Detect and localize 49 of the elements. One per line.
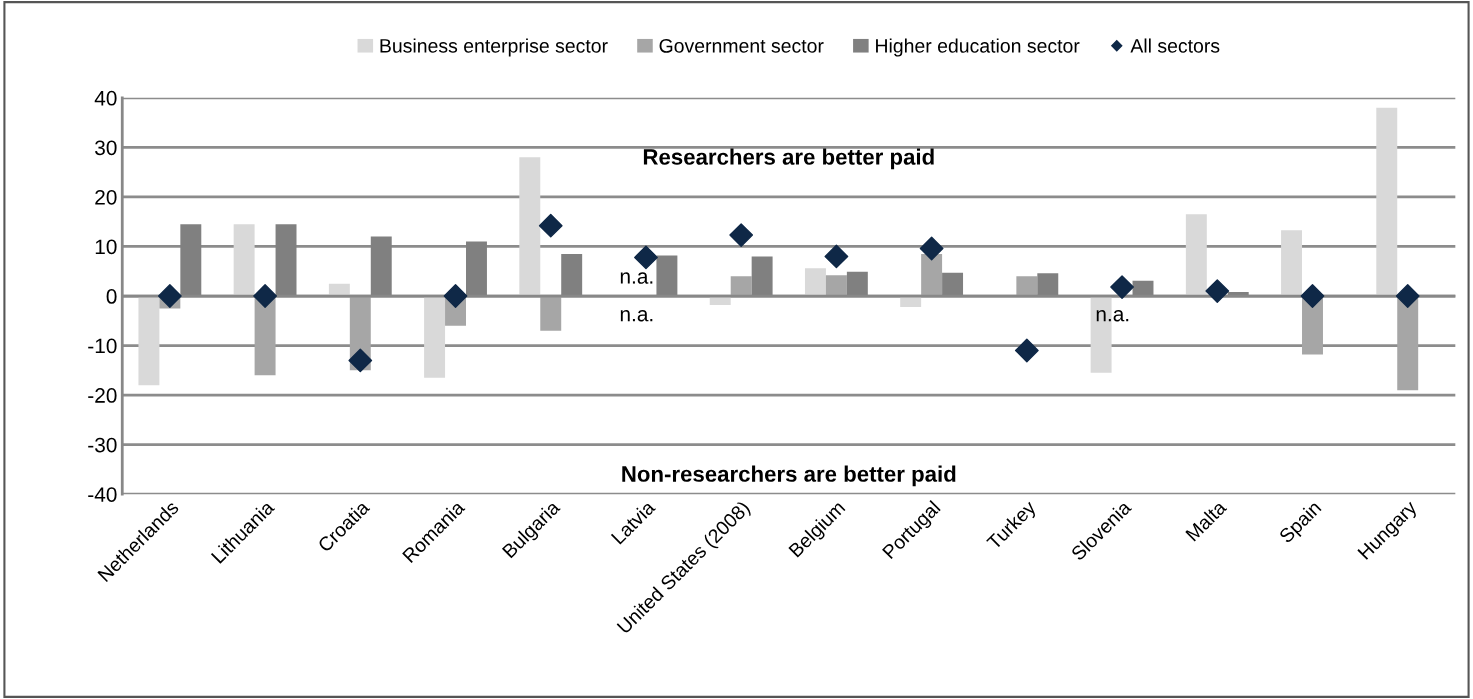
point — [919, 236, 944, 261]
point — [348, 348, 373, 373]
point — [1014, 338, 1039, 363]
bar — [825, 275, 847, 297]
point — [253, 284, 277, 308]
legend-label: Higher education sector — [876, 38, 1080, 57]
annotation: n.a. — [620, 310, 653, 322]
point — [824, 244, 849, 269]
annotation: n.a. — [620, 272, 653, 284]
bar — [540, 296, 562, 331]
bar — [804, 268, 826, 297]
legend-label: All sectors — [1130, 38, 1220, 53]
y-tick-label: 30 — [95, 140, 117, 156]
y-tick-label: 20 — [95, 189, 117, 205]
y-tick-label: -40 — [88, 487, 117, 502]
y-tick-label: 40 — [94, 90, 117, 106]
legend-label: Government sector — [659, 38, 824, 53]
point — [1300, 284, 1325, 308]
y-tick-label: 10 — [95, 239, 117, 255]
annotation: n.a. — [1096, 310, 1129, 322]
bar — [254, 296, 276, 376]
annotation: Non-researchers are better paid — [622, 465, 956, 487]
bar — [1185, 214, 1207, 297]
bar — [709, 296, 731, 305]
y-tick-label: -10 — [88, 338, 117, 354]
point — [443, 284, 468, 308]
y-tick-label: 0 — [106, 289, 117, 304]
point — [1395, 284, 1420, 308]
bar — [1397, 296, 1419, 391]
legend-label: Business enterprise sector — [380, 38, 608, 57]
bar — [1281, 230, 1303, 297]
point — [157, 284, 182, 308]
bar — [233, 224, 255, 297]
annotation: Researchers are better paid — [643, 148, 934, 170]
bar — [730, 276, 752, 297]
bar — [424, 296, 446, 378]
bar — [921, 253, 943, 297]
point — [1205, 279, 1230, 303]
point — [729, 223, 754, 247]
y-tick-label: -30 — [88, 437, 117, 453]
point — [1110, 275, 1134, 300]
point — [634, 245, 658, 270]
y-tick-label: -20 — [88, 388, 117, 403]
bar — [519, 157, 541, 297]
bar — [138, 296, 160, 386]
point — [538, 213, 563, 238]
bar — [1376, 107, 1398, 297]
bar — [1016, 276, 1038, 297]
bar — [900, 296, 922, 307]
